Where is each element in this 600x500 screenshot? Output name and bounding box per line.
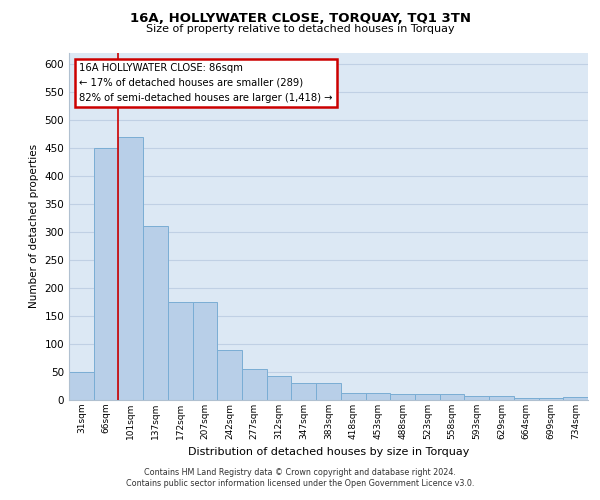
Bar xyxy=(242,369,267,400)
Bar xyxy=(118,136,143,400)
Bar xyxy=(292,383,316,400)
Bar xyxy=(365,394,390,400)
Bar xyxy=(341,392,365,400)
Bar xyxy=(217,350,242,400)
Bar xyxy=(168,302,193,400)
Bar xyxy=(267,376,292,400)
Y-axis label: Number of detached properties: Number of detached properties xyxy=(29,144,39,308)
Bar xyxy=(514,398,539,400)
Text: Contains HM Land Registry data © Crown copyright and database right 2024.
Contai: Contains HM Land Registry data © Crown c… xyxy=(126,468,474,487)
Bar xyxy=(193,302,217,400)
Text: Size of property relative to detached houses in Torquay: Size of property relative to detached ho… xyxy=(146,24,454,34)
Bar xyxy=(390,394,415,400)
Text: 16A, HOLLYWATER CLOSE, TORQUAY, TQ1 3TN: 16A, HOLLYWATER CLOSE, TORQUAY, TQ1 3TN xyxy=(130,12,470,26)
Bar xyxy=(415,394,440,400)
X-axis label: Distribution of detached houses by size in Torquay: Distribution of detached houses by size … xyxy=(188,448,469,458)
Bar xyxy=(440,394,464,400)
Bar xyxy=(316,383,341,400)
Bar xyxy=(94,148,118,400)
Bar xyxy=(539,398,563,400)
Bar xyxy=(464,396,489,400)
Bar xyxy=(143,226,168,400)
Bar xyxy=(563,397,588,400)
Bar xyxy=(69,372,94,400)
Bar xyxy=(489,396,514,400)
Text: 16A HOLLYWATER CLOSE: 86sqm
← 17% of detached houses are smaller (289)
82% of se: 16A HOLLYWATER CLOSE: 86sqm ← 17% of det… xyxy=(79,63,333,102)
